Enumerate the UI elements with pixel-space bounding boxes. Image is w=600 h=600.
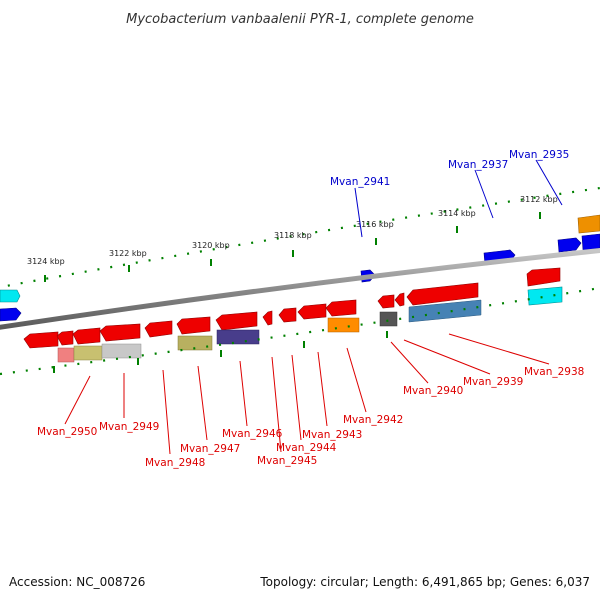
gene-block [57,347,75,363]
gene-block [408,299,482,323]
gene-block [177,335,213,351]
gene-arrow [297,303,327,320]
gene-label: Mvan_2950 [37,426,97,438]
forward-leaders [354,159,563,238]
gene-label: Mvan_2946 [222,428,283,440]
ruler-label: 3122 kbp [109,249,147,258]
reverse-features [23,282,482,363]
outer-ruler [0,186,600,289]
ruler-label: 3118 kbp [274,231,312,240]
gene-arrow [325,299,357,317]
gene-label: Mvan_2949 [99,421,159,433]
gene-label: Mvan_2943 [302,429,362,441]
gene-label: Mvan_2948 [145,457,205,469]
gene-block [379,311,398,327]
gene-arrow [394,292,405,307]
gene-label: Mvan_2945 [257,455,317,467]
ruler-label: 3112 kbp [520,195,558,204]
ruler-label: 3124 kbp [27,257,65,266]
gene-arrow [406,282,479,306]
gene-arrow [23,331,59,349]
ruler-label: 3116 kbp [356,220,394,229]
inner-ruler [0,286,600,376]
forward-features [0,214,600,322]
gene-arrow [278,307,297,323]
map-title: Mycobacterium vanbaalenii PYR-1, complet… [126,12,474,27]
reverse-leaders [64,333,550,455]
gene-block [73,345,103,361]
gene-arrow [557,237,582,253]
genome-summary-text: Topology: circular; Length: 6,491,865 bp… [259,575,590,589]
gene-arrow [72,327,101,345]
gene-block [101,343,142,359]
gene-arrow [176,316,211,335]
gene-arrow [262,310,273,326]
gene-arrow [526,267,561,287]
gene-arrow [99,323,141,342]
gene-arrow [144,320,173,338]
ruler-label: 3120 kbp [192,241,230,250]
gene-arrow [377,294,395,309]
gene-label: Mvan_2941 [330,176,390,188]
gene-arrow [215,311,258,331]
gene-label: Mvan_2939 [463,376,523,388]
gene-arrow [0,307,22,322]
gene-block [216,329,260,345]
gene-arrow [577,214,600,234]
genome-backbone [0,248,600,330]
gene-arrow [527,286,563,306]
gene-block [327,317,360,333]
gene-label: Mvan_2942 [343,414,403,426]
gene-label: Mvan_2937 [448,159,508,171]
gene-arrow [56,330,74,346]
gene-arrow [581,233,600,251]
gene-label: Mvan_2944 [276,442,337,454]
gene-label: Mvan_2940 [403,385,463,397]
gene-arrow [0,289,21,303]
gene-label: Mvan_2947 [180,443,240,455]
ruler-label: 3114 kbp [438,209,476,218]
accession-text: Accession: NC_008726 [9,575,145,589]
gene-label: Mvan_2938 [524,366,584,378]
gene-label: Mvan_2935 [509,149,569,161]
